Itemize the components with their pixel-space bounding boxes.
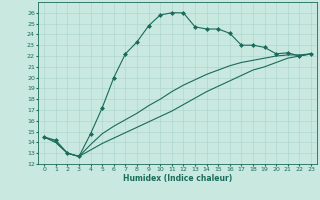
X-axis label: Humidex (Indice chaleur): Humidex (Indice chaleur) xyxy=(123,174,232,183)
